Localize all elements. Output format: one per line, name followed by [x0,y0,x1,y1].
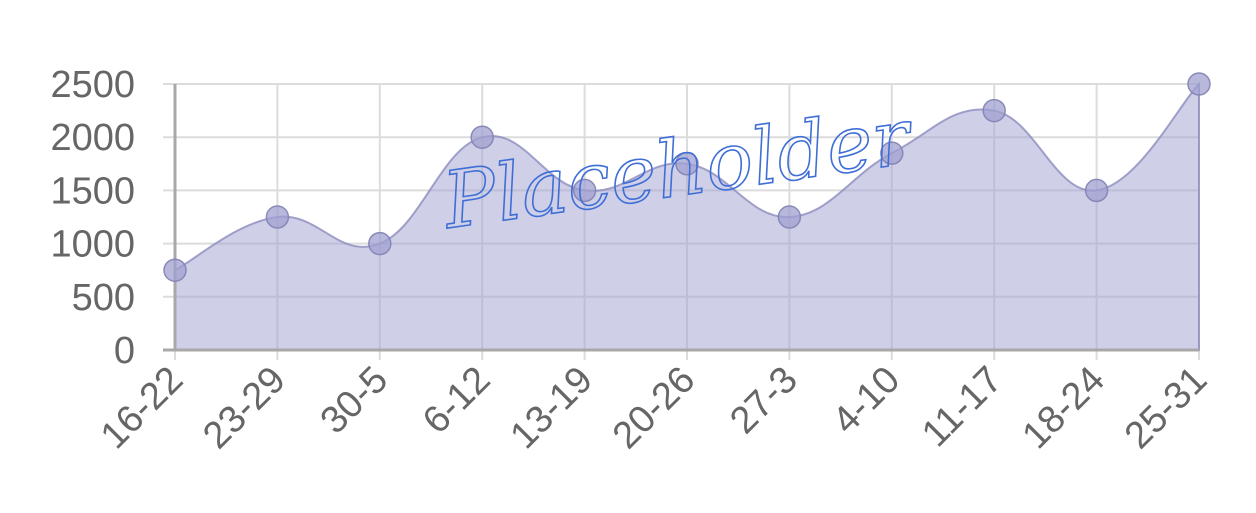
x-tick-label: 13-19 [503,359,601,457]
x-tick-label: 20-26 [605,359,703,457]
y-tick-label: 2500 [50,64,135,106]
axis-layer [163,84,1199,352]
data-point [1084,178,1109,203]
y-tick-label: 2000 [50,117,135,159]
y-tick-label: 1500 [50,170,135,212]
x-tick-label: 18-24 [1015,359,1113,457]
data-point [470,125,494,149]
data-point [163,258,187,282]
points-layer [163,72,1211,282]
data-point [1187,72,1211,96]
data-point [572,178,597,203]
y-ticks: 2500 2000 1500 1000 500 0 [50,64,135,372]
x-tick-label: 27-3 [722,359,805,442]
x-tick-label: 16-22 [93,359,191,457]
y-tick-label: 0 [114,330,135,372]
data-point [368,231,392,256]
x-ticks: 16-22 23-29 30-5 6-12 13-19 20-26 27-3 4-10 11-1… [93,359,1215,457]
y-tick-label: 500 [72,277,135,319]
x-tick-label: 11-17 [914,359,1010,455]
data-point [265,205,290,229]
data-point [675,152,699,176]
x-tick-label: 4-10 [825,359,908,442]
x-tick-label: 30-5 [313,359,396,442]
y-tick-label: 1000 [50,224,135,266]
x-tick-label: 6-12 [415,359,498,442]
x-tick-label: 23-29 [195,359,293,457]
x-tick-label: 25-31 [1117,359,1215,457]
data-point [777,205,802,229]
data-point [982,98,1006,123]
data-point [880,141,904,165]
